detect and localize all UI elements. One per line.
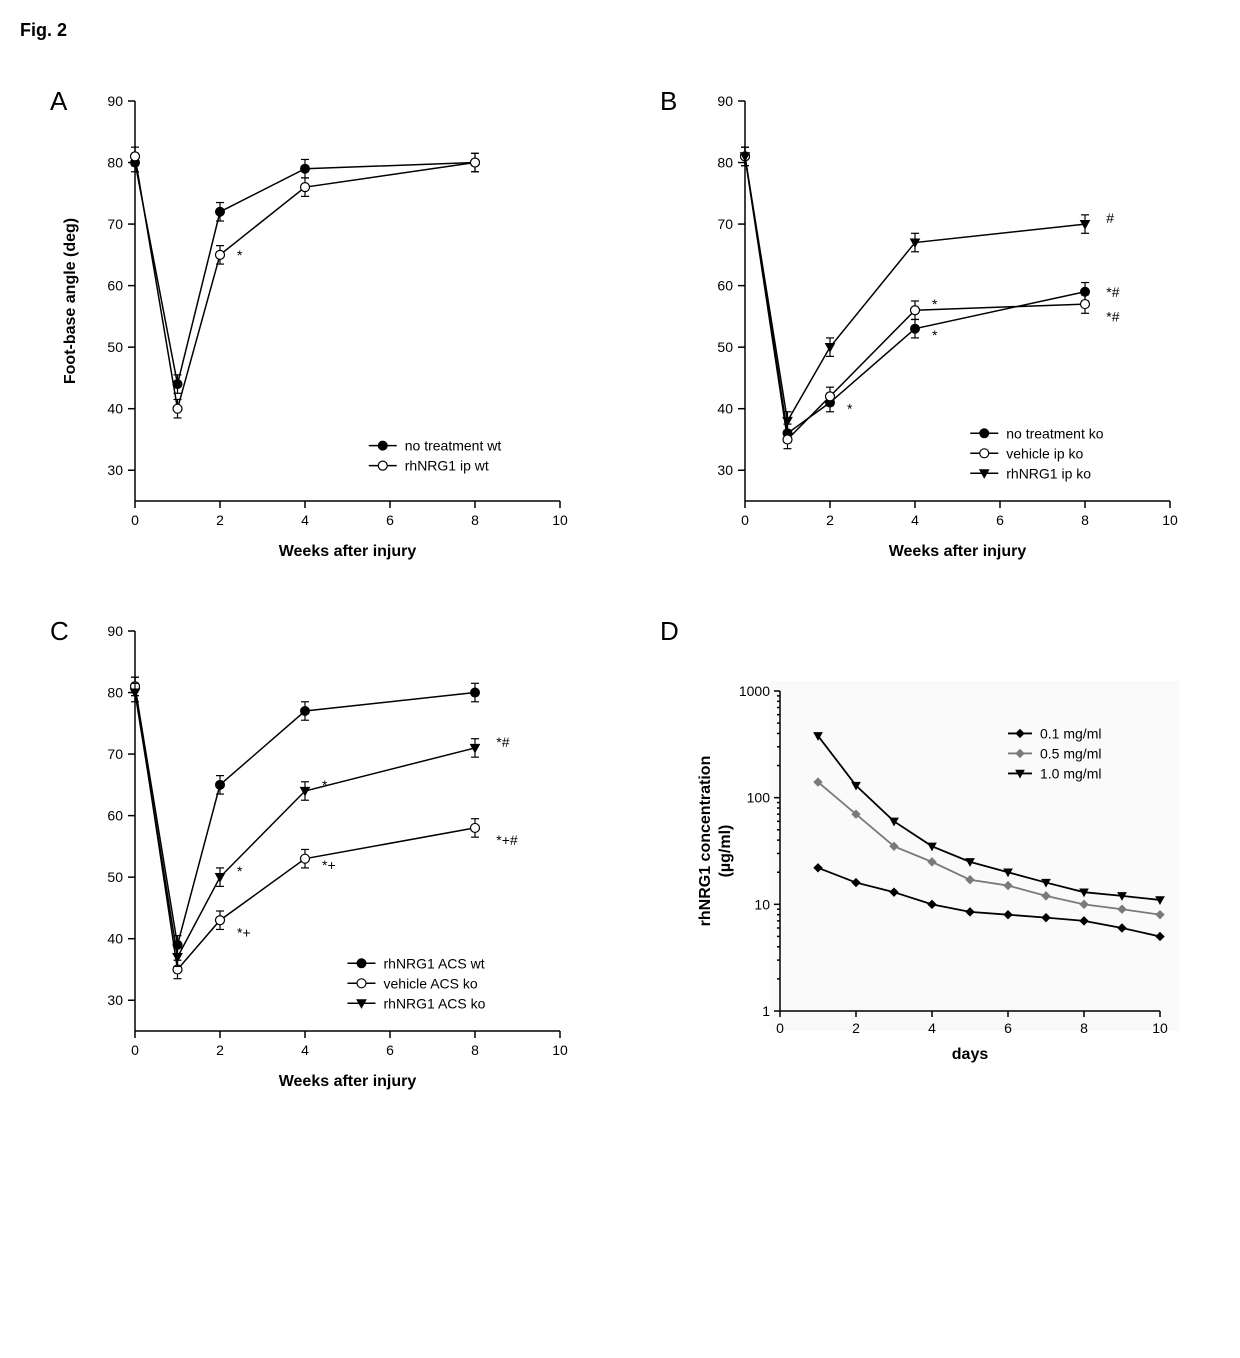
svg-text:40: 40 — [717, 401, 733, 417]
svg-text:*: * — [932, 296, 938, 312]
svg-text:8: 8 — [471, 512, 479, 528]
svg-text:10: 10 — [1152, 1020, 1168, 1036]
svg-text:8: 8 — [471, 1042, 479, 1058]
svg-text:30: 30 — [107, 992, 123, 1008]
svg-text:50: 50 — [107, 339, 123, 355]
svg-text:vehicle ACS ko: vehicle ACS ko — [384, 975, 478, 991]
svg-text:4: 4 — [301, 512, 309, 528]
svg-text:4: 4 — [928, 1020, 936, 1036]
svg-text:vehicle ip ko: vehicle ip ko — [1006, 445, 1083, 461]
svg-text:0: 0 — [741, 512, 749, 528]
chart-C: 0 2 4 6 8 10 30 40 50 60 70 80 90 Weeks after injury *… — [50, 611, 590, 1111]
svg-text:60: 60 — [107, 278, 123, 294]
svg-text:80: 80 — [717, 155, 733, 171]
svg-text:2: 2 — [826, 512, 834, 528]
svg-text:90: 90 — [717, 93, 733, 109]
svg-text:rhNRG1 ip wt: rhNRG1 ip wt — [405, 458, 489, 474]
svg-text:6: 6 — [386, 512, 394, 528]
svg-text:Weeks after injury: Weeks after injury — [279, 543, 417, 560]
svg-text:40: 40 — [107, 401, 123, 417]
svg-text:0: 0 — [131, 512, 139, 528]
svg-text:50: 50 — [717, 339, 733, 355]
svg-text:*: * — [847, 401, 853, 417]
svg-text:70: 70 — [717, 216, 733, 232]
svg-text:1: 1 — [762, 1003, 770, 1019]
svg-text:#: # — [1106, 210, 1114, 226]
panel-letter-C: C — [50, 616, 69, 647]
svg-text:6: 6 — [1004, 1020, 1012, 1036]
svg-text:2: 2 — [216, 1042, 224, 1058]
svg-text:60: 60 — [717, 278, 733, 294]
svg-text:0: 0 — [776, 1020, 784, 1036]
svg-text:30: 30 — [107, 462, 123, 478]
svg-text:1000: 1000 — [739, 683, 770, 699]
svg-text:*#: *# — [1106, 284, 1119, 300]
svg-text:2: 2 — [852, 1020, 860, 1036]
svg-text:no treatment wt: no treatment wt — [405, 438, 502, 454]
chart-A: 0 2 4 6 8 10 30 40 50 60 70 80 90 Weeks after injury F… — [50, 81, 590, 581]
panel-letter-A: A — [50, 86, 67, 117]
svg-text:*+: *+ — [322, 857, 336, 873]
svg-text:2: 2 — [216, 512, 224, 528]
svg-text:*: * — [932, 327, 938, 343]
svg-text:days: days — [952, 1046, 989, 1063]
chart-B: 0 2 4 6 8 10 30 40 50 60 70 80 90 Weeks after injury *… — [660, 81, 1200, 581]
panel-A: A 0 2 4 6 8 10 30 40 50 60 70 80 90 Weeks after injur… — [50, 81, 620, 581]
svg-text:*+: *+ — [237, 925, 251, 941]
svg-text:8: 8 — [1081, 512, 1089, 528]
svg-text:4: 4 — [911, 512, 919, 528]
chart-D: 0 2 4 6 8 10 1 10 100 1000 days rhNRG1 concentratio… — [660, 611, 1200, 1111]
panel-D: D 0 2 4 6 8 10 1 10 100 1000 days rhNRG1 concentrat… — [660, 611, 1230, 1111]
svg-text:10: 10 — [552, 1042, 568, 1058]
svg-text:30: 30 — [717, 462, 733, 478]
svg-text:80: 80 — [107, 155, 123, 171]
svg-text:0: 0 — [131, 1042, 139, 1058]
svg-text:Foot-base angle (deg): Foot-base angle (deg) — [62, 218, 79, 384]
panel-letter-B: B — [660, 86, 677, 117]
svg-text:*: * — [237, 247, 243, 263]
svg-text:6: 6 — [386, 1042, 394, 1058]
svg-text:*#: *# — [1106, 308, 1119, 324]
svg-text:70: 70 — [107, 746, 123, 762]
panel-B: B 0 2 4 6 8 10 30 40 50 60 70 80 90 Weeks after injur… — [660, 81, 1230, 581]
svg-text:10: 10 — [552, 512, 568, 528]
svg-text:0.5 mg/ml: 0.5 mg/ml — [1040, 745, 1101, 761]
svg-text:8: 8 — [1080, 1020, 1088, 1036]
svg-text:rhNRG1 ACS wt: rhNRG1 ACS wt — [384, 955, 485, 971]
svg-text:rhNRG1 ACS ko: rhNRG1 ACS ko — [384, 995, 486, 1011]
svg-text:40: 40 — [107, 931, 123, 947]
svg-text:60: 60 — [107, 808, 123, 824]
svg-text:50: 50 — [107, 869, 123, 885]
svg-text:no treatment ko: no treatment ko — [1006, 425, 1103, 441]
svg-text:90: 90 — [107, 93, 123, 109]
svg-text:Weeks after injury: Weeks after injury — [889, 543, 1027, 560]
svg-text:rhNRG1 concentration: rhNRG1 concentration — [697, 756, 714, 927]
svg-text:*: * — [322, 777, 328, 793]
svg-text:6: 6 — [996, 512, 1004, 528]
svg-text:Weeks after injury: Weeks after injury — [279, 1073, 417, 1090]
svg-text:*#: *# — [496, 734, 509, 750]
svg-text:rhNRG1 ip ko: rhNRG1 ip ko — [1006, 465, 1091, 481]
svg-text:100: 100 — [747, 790, 771, 806]
svg-text:0.1 mg/ml: 0.1 mg/ml — [1040, 725, 1101, 741]
svg-text:*+#: *+# — [496, 832, 518, 848]
svg-text:90: 90 — [107, 623, 123, 639]
svg-text:80: 80 — [107, 685, 123, 701]
svg-text:10: 10 — [1162, 512, 1178, 528]
svg-text:70: 70 — [107, 216, 123, 232]
svg-text:1.0 mg/ml: 1.0 mg/ml — [1040, 765, 1101, 781]
panel-grid: A 024681030405060708090Weeks after injur… — [20, 81, 1240, 1111]
svg-text:*: * — [237, 863, 243, 879]
panel-C: C 0 2 4 6 8 10 30 40 50 60 70 80 90 Weeks after injur… — [50, 611, 620, 1111]
svg-text:10: 10 — [754, 896, 770, 912]
svg-text:(µg/ml): (µg/ml) — [717, 825, 734, 878]
figure-label: Fig. 2 — [20, 20, 1240, 41]
svg-text:4: 4 — [301, 1042, 309, 1058]
panel-letter-D: D — [660, 616, 679, 647]
